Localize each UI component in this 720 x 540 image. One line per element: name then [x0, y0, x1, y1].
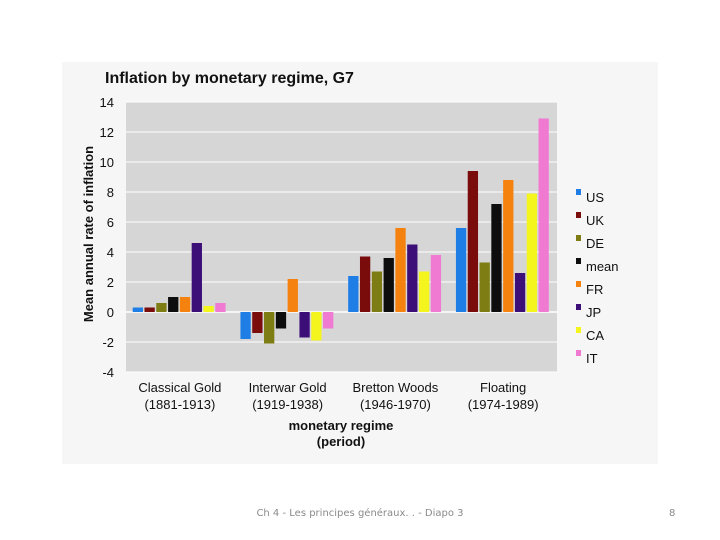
bar-it — [538, 118, 549, 312]
plot-background — [126, 102, 557, 372]
x-tick-label: Interwar Gold — [249, 380, 327, 395]
x-tick-label: Classical Gold — [138, 380, 221, 395]
bar-mean — [168, 297, 179, 312]
bar-it — [430, 255, 442, 312]
bar-ca — [418, 271, 430, 312]
x-tick-period: (1881-1913) — [144, 397, 215, 412]
bar-fr — [287, 279, 298, 312]
bar-mean — [491, 204, 502, 312]
bar-uk — [359, 256, 371, 312]
bar-ca — [526, 193, 538, 312]
bar-mean — [383, 258, 394, 312]
bar-mean — [275, 312, 287, 329]
bar-it — [323, 312, 334, 329]
legend-label: UK — [586, 213, 604, 228]
bar-uk — [252, 312, 263, 333]
y-tick-label: -4 — [102, 365, 114, 380]
bar-uk — [144, 307, 155, 312]
y-tick-label: 10 — [100, 155, 114, 170]
bar-de — [156, 303, 167, 312]
x-tick-label: Bretton Woods — [352, 380, 438, 395]
bar-de — [371, 271, 383, 312]
legend-swatch-de — [576, 235, 581, 241]
legend-label: IT — [586, 351, 598, 366]
bar-ca — [203, 306, 214, 312]
legend-swatch-uk — [576, 212, 581, 218]
x-tick-period: (1919-1938) — [252, 397, 323, 412]
y-tick-label: 8 — [107, 185, 114, 200]
y-tick-label: 6 — [107, 215, 114, 230]
bar-us — [348, 276, 359, 312]
bar-uk — [467, 171, 479, 312]
legend-label: US — [586, 190, 604, 205]
x-tick-period: (1946-1970) — [360, 397, 431, 412]
bar-us — [240, 312, 251, 339]
plot-area: 14 12 10 8 6 4 2 0 -2 -4 Classical Gold (1881-1913)… — [100, 95, 557, 412]
legend-label: FR — [586, 282, 603, 297]
x-axis-label-line2: (period) — [317, 434, 365, 449]
y-tick-label: 0 — [107, 305, 114, 320]
y-tick-label: 2 — [107, 275, 114, 290]
bar-de — [264, 312, 275, 344]
y-tick-label: 4 — [107, 245, 114, 260]
bar-fr — [179, 297, 191, 312]
legend-label: mean — [586, 259, 619, 274]
legend-label: DE — [586, 236, 604, 251]
legend-label: JP — [586, 305, 601, 320]
bar-jp — [514, 273, 526, 312]
y-axis-label: Mean annual rate of inflation — [81, 146, 96, 322]
bar-it — [215, 303, 226, 312]
bar-us — [455, 228, 467, 312]
page-number: 8 — [669, 508, 676, 519]
legend-label: CA — [586, 328, 604, 343]
bar-us — [132, 307, 143, 312]
y-tick-label: 12 — [100, 125, 114, 140]
y-tick-label: 14 — [100, 95, 114, 110]
footer-caption: Ch 4 - Les principes généraux. . - Diapo… — [256, 508, 464, 519]
legend-swatch-us — [576, 189, 581, 195]
legend: US UK DE mean FR JP CA IT — [576, 189, 619, 366]
y-tick-label: -2 — [102, 335, 114, 350]
x-axis-label-line1: monetary regime — [289, 418, 394, 433]
bar-fr — [503, 180, 514, 312]
x-tick-label: Floating — [480, 380, 526, 395]
bar-de — [479, 262, 490, 312]
legend-swatch-ca — [576, 327, 581, 333]
bar-jp — [407, 244, 418, 312]
chart-title: Inflation by monetary regime, G7 — [105, 70, 354, 87]
bar-fr — [395, 228, 406, 312]
legend-swatch-fr — [576, 281, 581, 287]
x-tick-period: (1974-1989) — [468, 397, 539, 412]
bar-jp — [299, 312, 310, 338]
legend-swatch-jp — [576, 304, 581, 310]
legend-swatch-mean — [576, 258, 581, 264]
legend-swatch-it — [576, 350, 581, 356]
bar-jp — [191, 243, 202, 312]
bar-ca — [311, 312, 322, 341]
